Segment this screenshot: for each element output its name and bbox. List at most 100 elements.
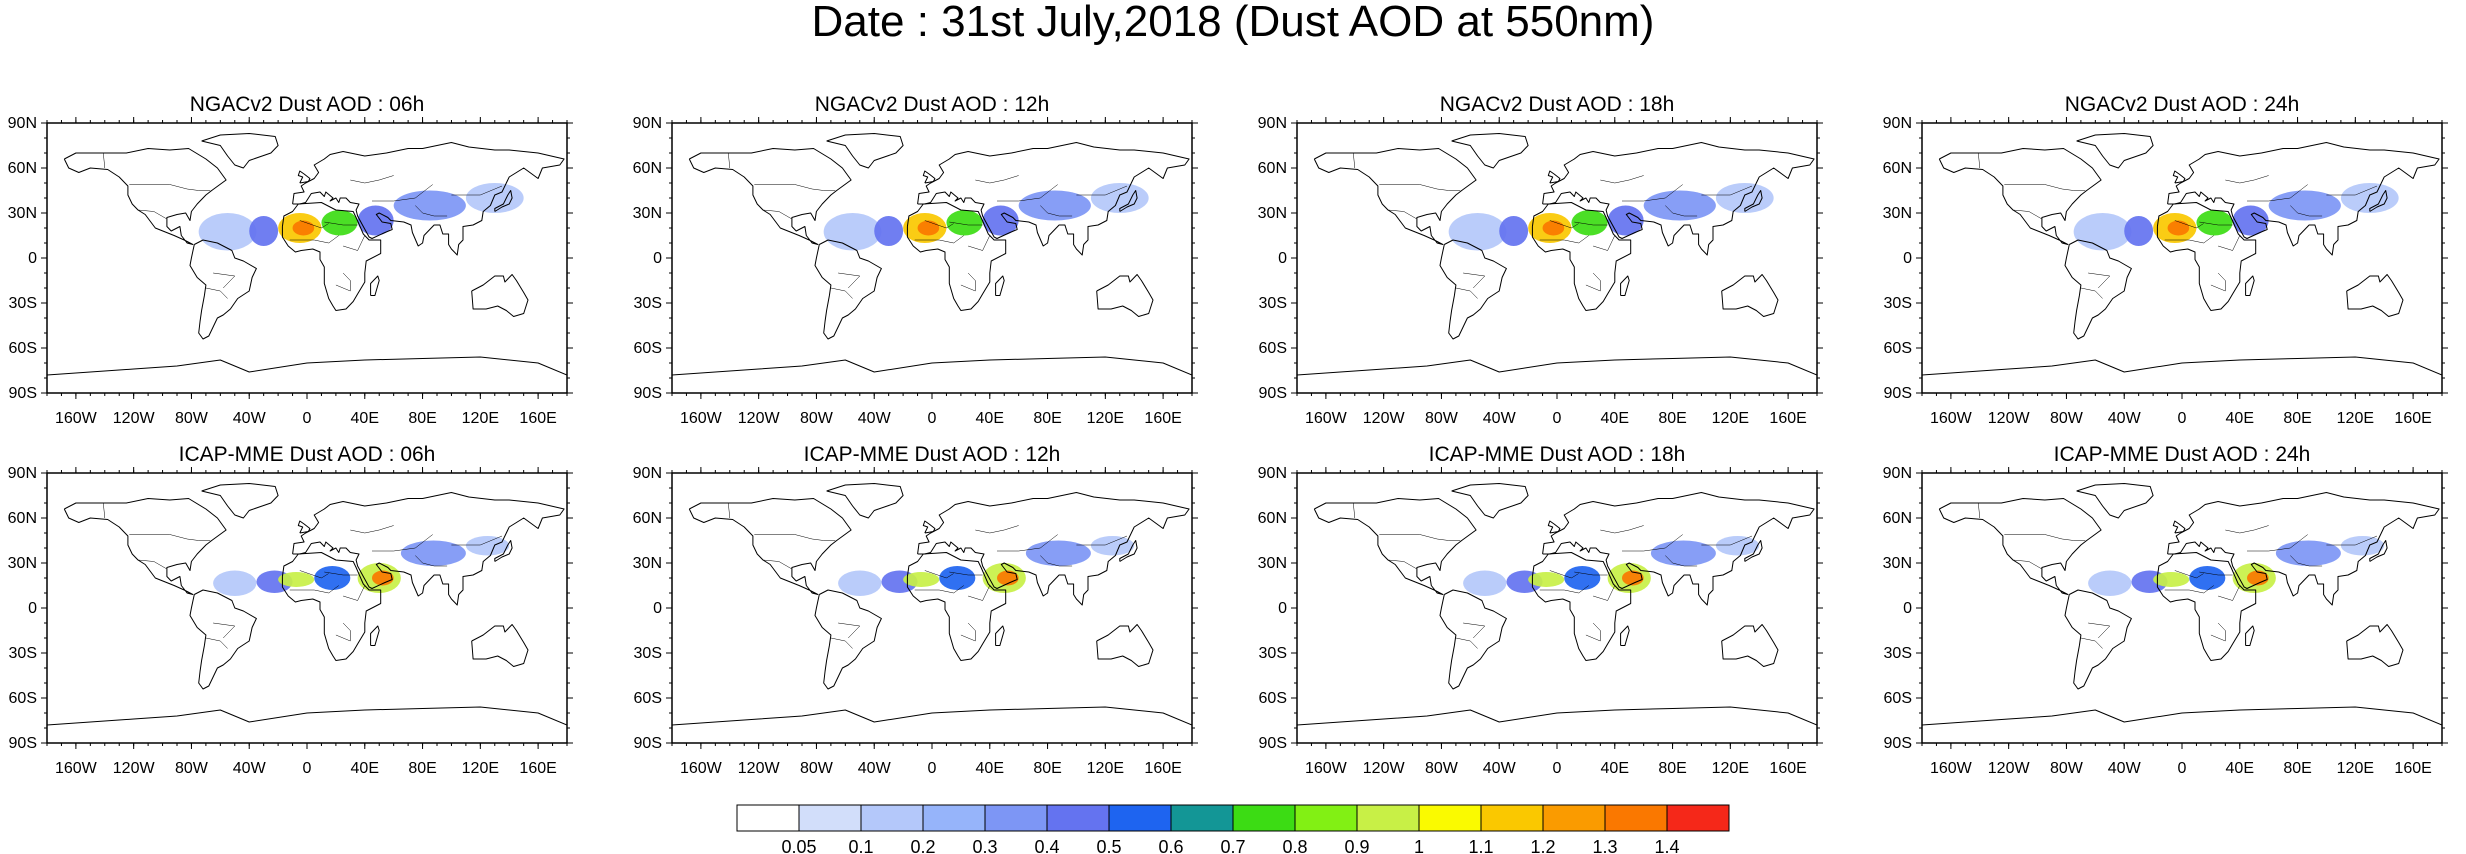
- dust-blob: [1499, 216, 1529, 246]
- lon-tick-label: 40W: [2108, 760, 2142, 777]
- lon-tick-label: 80W: [175, 760, 209, 777]
- country-border: [1600, 525, 1644, 534]
- coastline: [2167, 492, 2440, 606]
- country-border: [2012, 559, 2043, 570]
- lat-tick-label: 60S: [9, 340, 37, 357]
- coastline: [370, 625, 380, 646]
- dust-blob: [357, 205, 394, 236]
- coastline: [922, 520, 936, 534]
- dust-blob: [939, 566, 976, 590]
- country-border: [2225, 525, 2269, 534]
- coastline: [995, 625, 1005, 646]
- dust-blob: [314, 566, 351, 590]
- coastline: [47, 706, 567, 726]
- coastline: [201, 483, 279, 519]
- coastline: [1439, 589, 1507, 690]
- dust-field: [823, 183, 1149, 251]
- lon-tick-label: 80E: [1033, 760, 1061, 777]
- dust-blob: [2196, 210, 2233, 236]
- lat-tick-label: 90S: [634, 735, 662, 752]
- country-border: [1585, 272, 1601, 292]
- lat-tick-label: 60N: [1883, 160, 1912, 177]
- coastline: [1313, 148, 1477, 245]
- coastline: [201, 133, 279, 169]
- dust-blob: [2167, 220, 2190, 236]
- country-border: [1539, 235, 1589, 244]
- lon-tick-label: 80E: [1658, 760, 1686, 777]
- map-frame: [1296, 472, 1818, 744]
- country-border: [205, 287, 228, 299]
- lon-tick-label: 80E: [1658, 410, 1686, 427]
- country-border: [975, 175, 1019, 184]
- country-border: [350, 525, 394, 534]
- lat-tick-label: 60N: [8, 160, 37, 177]
- lat-tick-label: 30S: [9, 295, 37, 312]
- dust-blob: [1715, 536, 1760, 556]
- dust-blob: [2153, 572, 2190, 587]
- panel-title-icap-24: ICAP-MME Dust AOD : 24h: [2053, 443, 2311, 466]
- coastline: [471, 274, 529, 317]
- lon-tick-label: 0: [928, 760, 937, 777]
- country-border: [372, 184, 433, 202]
- dust-blob: [321, 210, 358, 236]
- coastline: [2167, 142, 2440, 256]
- country-border: [924, 220, 954, 229]
- country-border: [2174, 220, 2204, 229]
- lon-tick-label: 40E: [351, 410, 379, 427]
- dust-blob: [465, 536, 510, 556]
- lat-tick-label: 90S: [9, 735, 37, 752]
- lat-tick-label: 30N: [1258, 205, 1287, 222]
- coastlines: [1922, 483, 2442, 726]
- country-border: [997, 534, 1058, 552]
- lat-tick-label: 90S: [1884, 735, 1912, 752]
- country-border: [343, 235, 366, 251]
- country-border: [754, 534, 836, 541]
- coastline: [297, 170, 311, 184]
- dust-blob: [2340, 536, 2385, 556]
- coastline: [1531, 552, 1632, 661]
- dust-blob: [249, 216, 279, 246]
- lon-tick-label: 40W: [233, 410, 267, 427]
- map-frame: [1921, 472, 2443, 744]
- coastline: [1938, 498, 2102, 595]
- coastline: [1744, 190, 1763, 212]
- lat-tick-label: 30S: [9, 645, 37, 662]
- coastline: [2369, 540, 2388, 562]
- dust-blob: [1448, 213, 1507, 251]
- coastline: [814, 589, 882, 690]
- coastline: [688, 498, 852, 595]
- coastline: [1096, 624, 1154, 667]
- country-border: [2080, 287, 2103, 299]
- lon-tick-label: 0: [303, 410, 312, 427]
- dust-blob: [2247, 570, 2269, 586]
- country-border: [2004, 184, 2086, 191]
- dust-blob: [1090, 536, 1135, 556]
- coastline: [906, 552, 1007, 661]
- lon-tick-label: 80E: [2283, 760, 2311, 777]
- country-border: [1574, 221, 1608, 226]
- dust-blob: [213, 570, 257, 596]
- country-border: [1353, 152, 1356, 169]
- panel-title-icap-06: ICAP-MME Dust AOD : 06h: [178, 443, 436, 466]
- country-border: [205, 637, 228, 649]
- coastline: [63, 148, 227, 245]
- lat-tick-label: 60S: [1259, 340, 1287, 357]
- lon-tick-label: 160W: [1305, 760, 1348, 777]
- country-border: [2326, 535, 2378, 546]
- country-border: [960, 622, 976, 642]
- lon-tick-label: 120W: [113, 760, 156, 777]
- country-border: [299, 570, 329, 579]
- lon-tick-label: 120W: [113, 410, 156, 427]
- coastline: [2076, 133, 2154, 169]
- lat-tick-label: 30S: [634, 645, 662, 662]
- country-border: [762, 559, 793, 570]
- country-border: [2164, 235, 2214, 244]
- coastline: [814, 239, 882, 340]
- dust-blob: [2073, 213, 2132, 251]
- lon-tick-label: 160W: [680, 760, 723, 777]
- country-border: [103, 152, 106, 169]
- map-panel-ngac-18: 160W 120W 80W 40W 0 40E 80E 120E 160E 90N 60N 30N 0 3…: [1258, 115, 1823, 427]
- country-border: [415, 205, 448, 217]
- country-border: [1379, 184, 1461, 191]
- coastline: [1922, 356, 2442, 376]
